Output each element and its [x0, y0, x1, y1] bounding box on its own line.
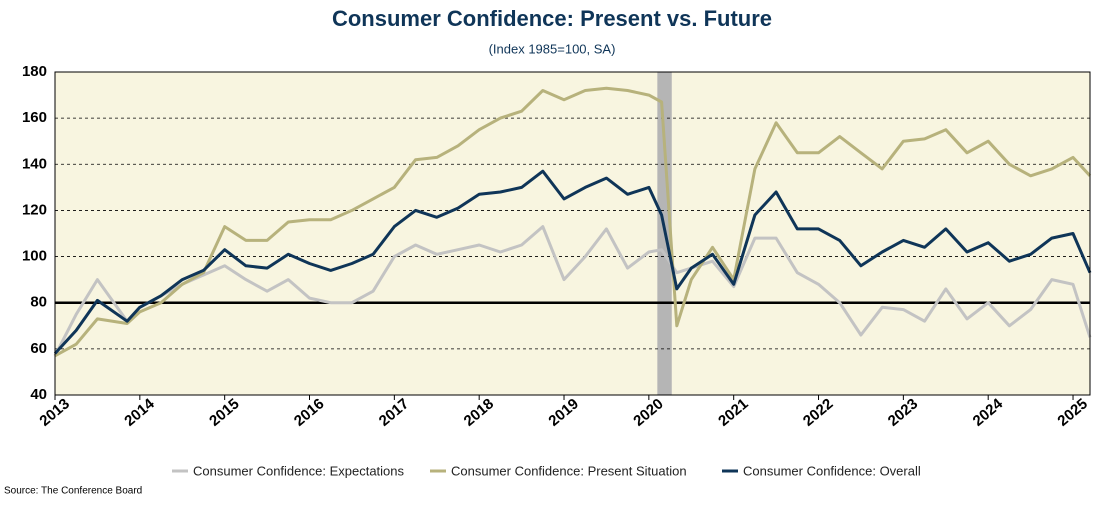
- x-tick-label: 2014: [121, 395, 158, 430]
- x-tick-label: 2017: [376, 395, 412, 429]
- y-tick-label: 40: [30, 386, 47, 403]
- legend-label: Consumer Confidence: Overall: [743, 463, 921, 478]
- x-tick-label: 2020: [630, 395, 666, 429]
- legend-label: Consumer Confidence: Present Situation: [451, 463, 687, 478]
- y-tick-label: 180: [22, 63, 47, 80]
- x-tick-label: 2019: [545, 395, 581, 429]
- series-line: [53, 225, 1092, 357]
- y-tick-label: 100: [22, 248, 47, 265]
- y-tick-label: 80: [30, 294, 47, 311]
- y-tick-label: 120: [22, 201, 47, 218]
- x-tick-label: 2015: [206, 395, 242, 429]
- x-tick-label: 2024: [970, 395, 1007, 430]
- y-tick-label: 60: [30, 340, 47, 357]
- x-tick-label: 2018: [461, 395, 497, 429]
- source: Source: The Conference Board: [4, 486, 142, 497]
- series-line: [53, 169, 1092, 355]
- x-tick-label: 2025: [1054, 395, 1090, 429]
- x-tick-label: 2021: [715, 395, 751, 429]
- chart-subtitle: (Index 1985=100, SA): [489, 41, 616, 56]
- x-tick-label: 2016: [291, 395, 327, 429]
- series-line: [54, 86, 1092, 358]
- y-tick-label: 160: [22, 109, 47, 126]
- y-tick-label: 140: [22, 155, 47, 172]
- plot-border: [54, 71, 1091, 396]
- legend-label: Consumer Confidence: Expectations: [193, 463, 405, 478]
- chart-title: Consumer Confidence: Present vs. Future: [332, 6, 772, 31]
- x-tick-label: 2023: [885, 395, 921, 429]
- plot-area: [55, 72, 1090, 395]
- x-tick-label: 2022: [800, 395, 836, 429]
